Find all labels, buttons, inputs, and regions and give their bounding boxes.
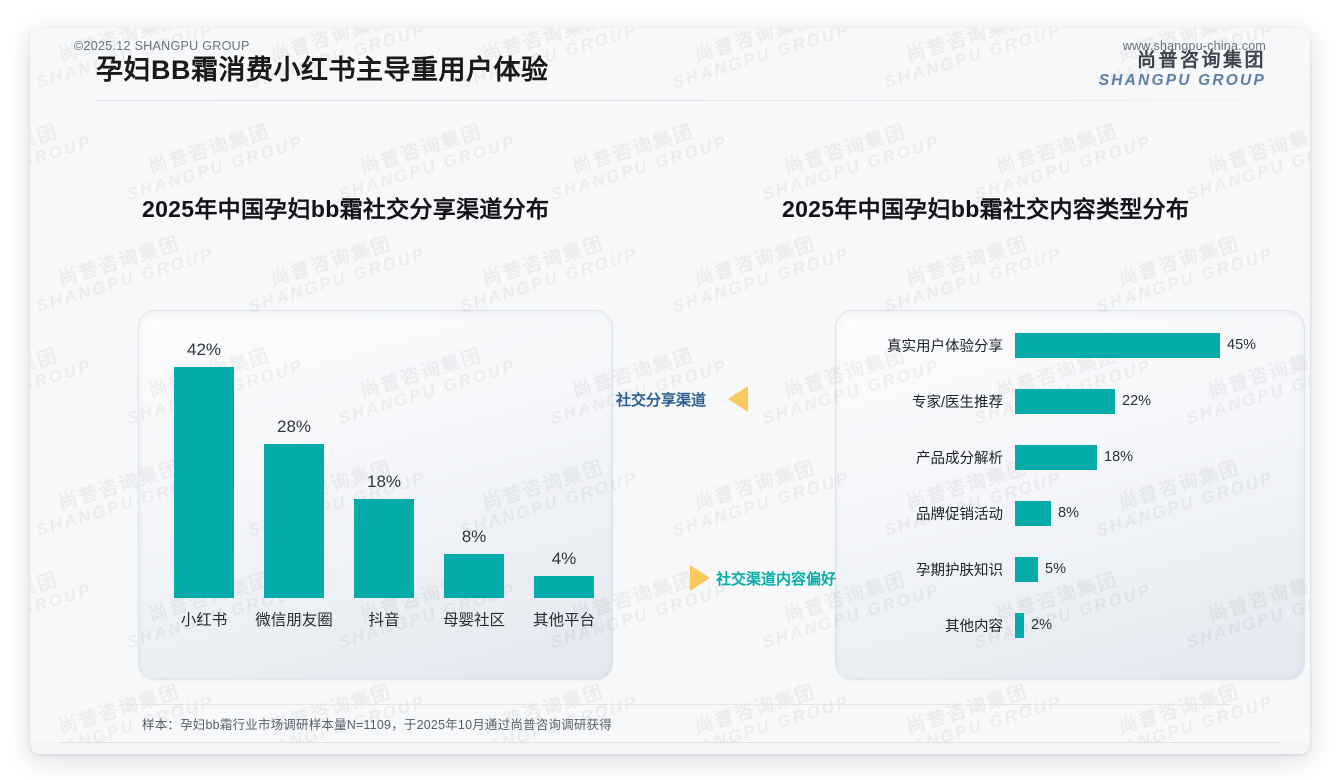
bar-column: 8% <box>444 527 504 598</box>
bar-rect <box>1015 556 1038 582</box>
triangle-right-icon <box>690 565 710 591</box>
slide-footer <box>30 742 1310 754</box>
bar-rect <box>354 499 414 598</box>
bar-value-label: 18% <box>366 472 402 491</box>
bar-value-label: 28% <box>276 417 312 436</box>
sample-footnote: 样本：孕妇bb霜行业市场调研样本量N=1109，于2025年10月通过尚普咨询调… <box>142 718 612 732</box>
bar-row: 真实用户体验分享 45% <box>835 330 1305 360</box>
logo-chinese-name: 尚普咨询集团 <box>1136 50 1266 71</box>
bar-rect <box>1015 612 1024 638</box>
bar-column: 18% <box>354 472 414 598</box>
bar-column: 4% <box>534 549 594 598</box>
right-chart-panel <box>835 310 1305 680</box>
bar-column: 42% <box>174 340 234 598</box>
annotation-2-label: 社交渠道内容偏好 <box>716 570 837 588</box>
bar-value-label: 8% <box>461 527 487 546</box>
bar-category-label: 其他平台 <box>532 612 595 629</box>
bar-row: 产品成分解析 18% <box>835 442 1305 472</box>
annotation-social-share-channel: 社交分享渠道 <box>616 386 749 412</box>
bar-row-value: 45% <box>1227 337 1257 353</box>
bar-column: 28% <box>264 417 324 598</box>
bar-row-value: 5% <box>1045 561 1066 577</box>
bar-value-label: 42% <box>186 340 222 359</box>
bar-row-value: 2% <box>1031 617 1052 633</box>
left-chart-title: 2025年中国孕妇bb霜社交分享渠道分布 <box>142 196 550 222</box>
bar-row-value: 8% <box>1058 505 1079 521</box>
bar-row-label: 其他内容 <box>945 618 1003 635</box>
bar-value-label: 4% <box>551 549 577 568</box>
bar-rect <box>1015 332 1220 358</box>
bar-row-label: 孕期护肤知识 <box>916 562 1003 579</box>
bar-row-value: 18% <box>1104 449 1134 465</box>
header-divider <box>96 100 1244 101</box>
bar-category-label: 母婴社区 <box>442 612 505 629</box>
bar-category-label: 小红书 <box>180 612 228 629</box>
bar-row-value: 22% <box>1122 393 1152 409</box>
bar-rect <box>1015 444 1097 470</box>
page-title: 孕妇BB霜消费小红书主导重用户体验 <box>96 55 549 85</box>
bar-row-label: 品牌促销活动 <box>916 506 1003 523</box>
bar-row: 其他内容 2% <box>835 610 1305 640</box>
footer-website[interactable]: www.shangpu-china.com <box>1122 39 1266 53</box>
bar-rect <box>1015 388 1115 414</box>
bar-row: 品牌促销活动 8% <box>835 498 1305 528</box>
bar-row: 专家/医生推荐 22% <box>835 386 1305 416</box>
footnote-divider <box>120 704 1230 705</box>
bar-row-label: 真实用户体验分享 <box>887 338 1003 355</box>
bar-row: 孕期护肤知识 5% <box>835 554 1305 584</box>
right-chart-title: 2025年中国孕妇bb霜社交内容类型分布 <box>782 196 1190 222</box>
brand-logo: 尚普咨询集团 SHANGPU GROUP <box>1099 50 1266 90</box>
footer-divider <box>60 742 1280 743</box>
bar-row-label: 产品成分解析 <box>916 450 1003 467</box>
bar-rect <box>264 444 324 598</box>
annotation-1-label: 社交分享渠道 <box>616 391 707 409</box>
social-content-type-chart: 真实用户体验分享 45% 专家/医生推荐 22% 产品成分解析 18% 品牌促销活动 8% 孕期… <box>835 310 1305 680</box>
bar-rect <box>1015 500 1051 526</box>
bar-rect <box>174 367 234 598</box>
bar-rect <box>534 576 594 598</box>
logo-english-name: SHANGPU GROUP <box>1098 72 1266 90</box>
bar-rect <box>444 554 504 598</box>
slide-header: 孕妇BB霜消费小红书主导重用户体验 尚普咨询集团 SHANGPU GROUP <box>30 28 1310 100</box>
bar-row-label: 专家/医生推荐 <box>911 394 1003 411</box>
annotation-content-preference: 社交渠道内容偏好 <box>690 565 836 591</box>
footer-copyright: ©2025.12 SHANGPU GROUP <box>74 39 250 53</box>
bar-category-label: 抖音 <box>368 612 400 629</box>
bar-category-label: 微信朋友圈 <box>255 612 333 629</box>
social-share-channel-chart: 42% 小红书 28% 微信朋友圈 18% 抖音 8% 母婴社区 4% 其他平台 <box>138 290 613 630</box>
triangle-left-icon <box>728 386 749 412</box>
